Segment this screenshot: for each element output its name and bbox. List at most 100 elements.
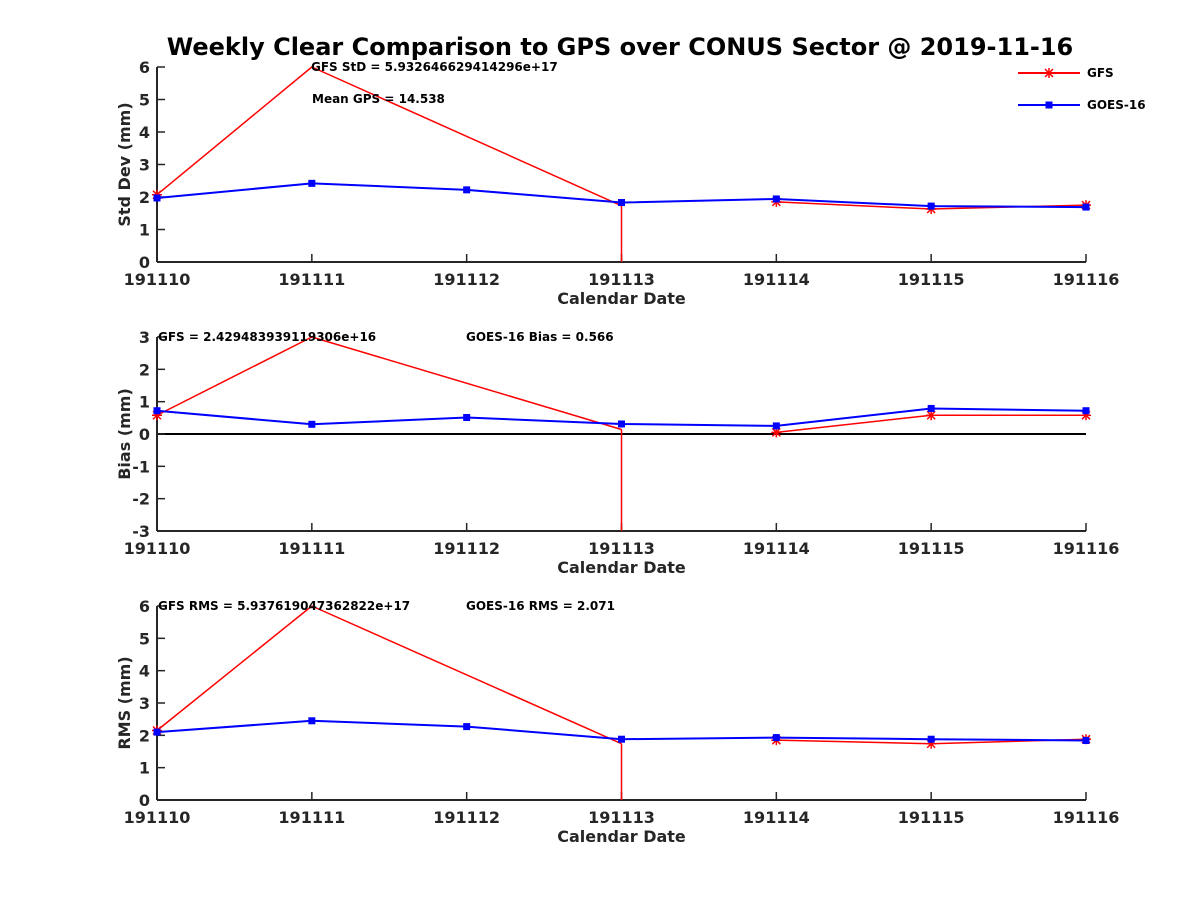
goes-marker (927, 735, 935, 743)
goes-marker (927, 202, 935, 210)
x-tick-label: 191113 (588, 808, 655, 827)
series-gfs (152, 336, 1091, 531)
y-tick-label: 1 (139, 221, 150, 240)
legend-marker-d2 (1044, 68, 1054, 78)
panel-bias: -3 -2 -1 0 1 2 3 191110 191111 191112 191113 191114… (115, 328, 1119, 577)
y-tick-label: 5 (139, 629, 150, 648)
y-tick-label: 3 (139, 156, 150, 175)
y-axis-label: Std Dev (mm) (115, 102, 134, 226)
x-tick-label: 191110 (124, 539, 191, 558)
y-axis-label: RMS (mm) (115, 656, 134, 749)
series-gfs (152, 605, 1091, 800)
gfs-segment (156, 605, 313, 732)
y-tick-label: 2 (139, 188, 150, 207)
goes-marker (1082, 407, 1090, 415)
y-axis-label: Bias (mm) (115, 388, 134, 480)
goes-marker (463, 186, 471, 194)
x-tick-label: 191111 (278, 270, 345, 289)
x-tick-label: 191115 (898, 270, 965, 289)
x-tick-label: 191116 (1053, 539, 1120, 558)
gfs-segment (156, 336, 313, 416)
goes-marker (772, 422, 780, 430)
annotation: GOES-16 Bias = 0.566 (466, 330, 614, 344)
x-axis-label: Calendar Date (557, 827, 686, 846)
y-tick-label: 0 (139, 253, 150, 272)
chart-panels: 0 1 2 3 4 5 6 191110 191111 191112 191113 191114 191… (115, 58, 1119, 846)
gfs-hidden (622, 740, 777, 744)
x-tick-label: 191115 (898, 808, 965, 827)
gfs-segment (311, 336, 622, 431)
goes-marker (308, 179, 316, 187)
x-tick-label: 191110 (124, 270, 191, 289)
x-axis-label: Calendar Date (557, 558, 686, 577)
series-goes-16 (153, 404, 1090, 430)
legend-label: GOES-16 (1087, 98, 1146, 112)
legend: GFS GOES-16 (1018, 66, 1146, 112)
y-tick-label: 5 (139, 91, 150, 110)
annotation: GOES-16 RMS = 2.071 (466, 599, 615, 613)
y-tick-label: 6 (139, 597, 150, 616)
gfs-segment (776, 739, 932, 745)
gfs-segment (776, 414, 932, 434)
y-tick-label: 0 (139, 791, 150, 810)
series-goes-16 (153, 717, 1090, 745)
gfs-segment (311, 605, 622, 745)
x-tick-label: 191110 (124, 808, 191, 827)
goes-marker (618, 735, 625, 743)
goes-marker (927, 404, 935, 412)
x-tick-label: 191114 (743, 539, 810, 558)
y-tick-label: 6 (139, 58, 150, 77)
x-tick-label: 191116 (1053, 808, 1120, 827)
series-gfs (152, 66, 1091, 262)
y-tick-label: 3 (139, 328, 150, 347)
x-tick-label: 191113 (588, 270, 655, 289)
x-tick-label: 191113 (588, 539, 655, 558)
goes-marker (772, 195, 780, 203)
series-goes-16 (153, 179, 1090, 211)
chart-title: Weekly Clear Comparison to GPS over CONU… (167, 33, 1074, 61)
panel-rms: 0 1 2 3 4 5 6 191110 191111 191112 191113 191114 191… (115, 597, 1119, 846)
annotation: GFS RMS = 5.937619047362822e+17 (158, 599, 410, 613)
gfs-hidden (622, 429, 777, 432)
goes-marker (308, 420, 316, 428)
gfs-marker-d2 (771, 427, 781, 437)
gfs-segment (311, 66, 622, 207)
goes-marker (153, 407, 161, 415)
goes-marker (618, 199, 625, 207)
y-tick-label: -1 (132, 457, 150, 476)
goes-marker (1082, 737, 1090, 745)
gfs-marker-d2 (926, 410, 936, 420)
x-tick-label: 191114 (743, 270, 810, 289)
x-tick-label: 191115 (898, 539, 965, 558)
x-tick-label: 191112 (433, 270, 500, 289)
annotation: Mean GPS = 14.538 (312, 92, 445, 106)
x-tick-label: 191111 (278, 539, 345, 558)
goes-marker (308, 717, 316, 725)
legend-marker (1045, 101, 1053, 109)
annotation: GFS = 2.429483939119306e+16 (158, 330, 376, 344)
legend-label: GFS (1087, 66, 1114, 80)
y-tick-label: 2 (139, 360, 150, 379)
y-tick-label: 4 (139, 123, 150, 142)
goes-marker (772, 734, 780, 742)
legend-entry-gfs: GFS (1018, 66, 1114, 80)
goes-marker (1082, 203, 1090, 211)
x-axis-label: Calendar Date (557, 289, 686, 308)
x-tick-label: 191112 (433, 539, 500, 558)
y-tick-label: 2 (139, 726, 150, 745)
y-tick-label: 1 (139, 759, 150, 778)
goes-marker (153, 728, 161, 736)
annotation: GFS StD = 5.932646629414296e+17 (311, 60, 558, 74)
goes-marker (463, 414, 471, 422)
legend-entry-goes-16: GOES-16 (1018, 98, 1146, 112)
gfs-segment (156, 66, 313, 196)
x-tick-label: 191112 (433, 808, 500, 827)
y-tick-label: 4 (139, 662, 150, 681)
panel-std: 0 1 2 3 4 5 6 191110 191111 191112 191113 191114 191… (115, 58, 1119, 308)
y-tick-label: 3 (139, 694, 150, 713)
goes-marker (618, 420, 625, 428)
x-tick-label: 191114 (743, 808, 810, 827)
x-tick-label: 191111 (278, 808, 345, 827)
y-tick-label: -3 (132, 522, 150, 541)
